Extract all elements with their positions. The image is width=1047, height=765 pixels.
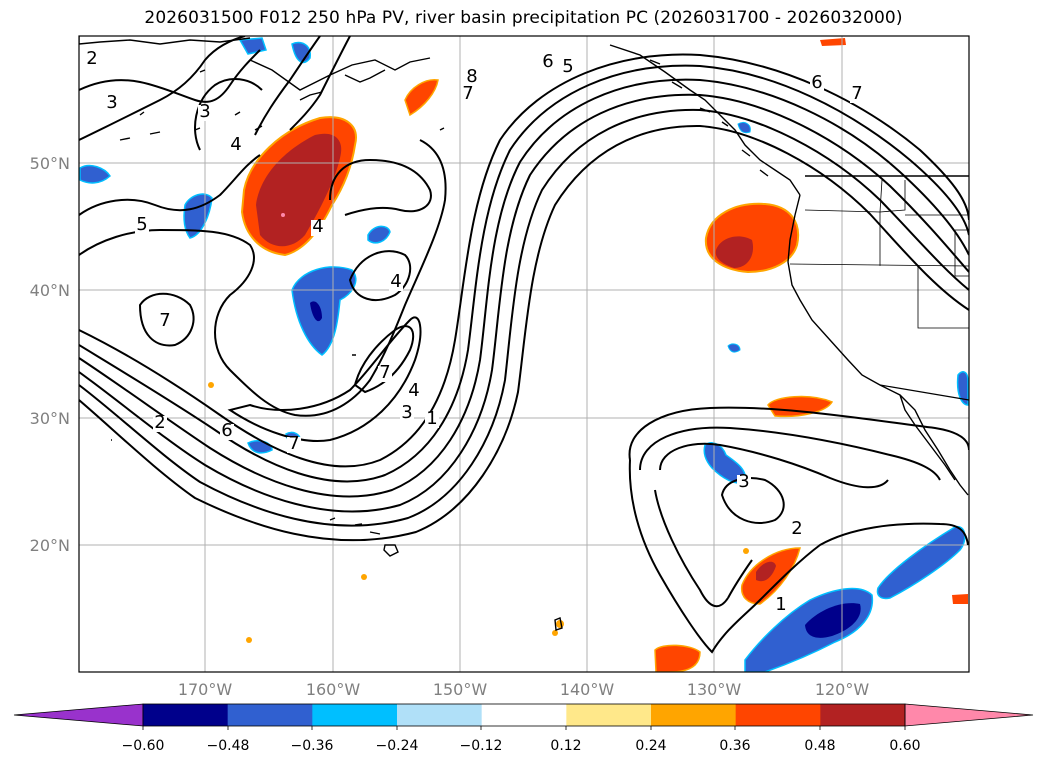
latitude-labels: 50°N 40°N 30°N 20°N xyxy=(30,154,70,555)
precip-strong-positive-patch xyxy=(715,236,754,268)
colorbar-tick-label: −0.24 xyxy=(376,738,419,754)
contour-label: 7 xyxy=(288,433,299,454)
colorbar-segment xyxy=(481,704,567,726)
contour-label: 2 xyxy=(791,518,802,539)
colorbar-segment xyxy=(312,704,398,726)
contour-label: 3 xyxy=(738,471,749,492)
contour-label: 7 xyxy=(851,83,862,104)
pv-contours xyxy=(79,36,969,654)
precip-negative-patch xyxy=(956,371,969,406)
colorbar-tick-label: −0.48 xyxy=(207,738,250,754)
colorbar-tick-label: 0.24 xyxy=(635,738,666,754)
colorbar-tick-label: −0.60 xyxy=(122,738,165,754)
contour-label: 3 xyxy=(199,101,210,122)
contour-label: 3 xyxy=(401,402,412,423)
precip-negative-patch xyxy=(367,225,391,244)
precip-negative-patch xyxy=(291,266,357,356)
colorbar-segment xyxy=(820,704,906,726)
lon-label: 150°W xyxy=(433,680,488,699)
plot-frame xyxy=(78,35,970,673)
lat-label: 30°N xyxy=(30,409,70,428)
contour-label: 7 xyxy=(462,83,473,104)
precip-positive-patch xyxy=(952,594,968,604)
contour-label: 2 xyxy=(154,412,165,433)
contour-label: 4 xyxy=(408,380,419,401)
precip-dot xyxy=(246,637,252,643)
precip-positive-patch xyxy=(740,547,801,605)
precip-strong-negative-patch xyxy=(805,603,861,638)
precip-positive-patch xyxy=(820,38,846,46)
contour-label: 4 xyxy=(230,134,241,155)
lat-label: 50°N xyxy=(30,154,70,173)
colorbar-frame xyxy=(142,703,906,727)
colorbar-tick-label: 0.12 xyxy=(550,738,581,754)
contour-label: 7 xyxy=(379,362,390,383)
colorbar-tick-label: 0.48 xyxy=(804,738,835,754)
precip-dot xyxy=(552,630,558,636)
precip-negative-patch xyxy=(727,343,741,353)
lat-label: 20°N xyxy=(30,536,70,555)
colorbar-tick-label: 0.36 xyxy=(719,738,750,754)
contour-label: 4 xyxy=(312,216,323,237)
lon-label: 170°W xyxy=(178,680,233,699)
contour-labels: 2 3 3 4 5 4 4 7 7 2 6 7 3 4 1 8 7 6 5 6 … xyxy=(85,48,864,615)
colorbar-segment xyxy=(143,704,229,726)
precip-dot xyxy=(361,574,367,580)
contour-label: 5 xyxy=(136,214,147,235)
colorbar-extend-left xyxy=(13,703,144,727)
precip-peak xyxy=(281,213,285,217)
precip-strong-positive-patch xyxy=(256,133,342,247)
lon-label: 130°W xyxy=(687,680,742,699)
colorbar-segment xyxy=(735,704,821,726)
lat-label: 40°N xyxy=(30,281,70,300)
colorbar: −0.60 −0.48 −0.36 −0.24 −0.12 0.12 0.24 0.36 0.4… xyxy=(13,703,1034,754)
colorbar-segment xyxy=(397,704,483,726)
lon-label: 120°W xyxy=(815,680,870,699)
precip-dot xyxy=(743,548,749,554)
contour-label: 5 xyxy=(562,56,573,77)
colorbar-extend-right xyxy=(904,703,1034,727)
precip-positive-patch xyxy=(404,79,439,117)
precip-dot xyxy=(208,382,214,388)
longitude-labels: 170°W 160°W 150°W 140°W 130°W 120°W xyxy=(178,680,870,699)
precip-negative-patch xyxy=(737,121,751,134)
contour-label: 6 xyxy=(811,72,822,93)
precip-positive-patch xyxy=(767,395,834,418)
precip-strong-positive-patch xyxy=(756,561,776,582)
colorbar-tick-label: 0.60 xyxy=(889,738,920,754)
plot-background xyxy=(79,36,969,672)
contour-label: 8 xyxy=(466,66,477,87)
colorbar-segment xyxy=(651,704,737,726)
lon-label: 160°W xyxy=(306,680,361,699)
lon-label: 140°W xyxy=(560,680,615,699)
colorbar-segment xyxy=(566,704,652,726)
coastlines xyxy=(79,36,969,631)
precipitation-shading xyxy=(79,37,969,672)
contour-label: 7 xyxy=(159,310,170,331)
contour-label: 3 xyxy=(106,92,117,113)
contour-label: 6 xyxy=(542,51,553,72)
contour-label: 4 xyxy=(390,271,401,292)
precip-strong-negative-patch xyxy=(310,301,322,322)
colorbar-tick-label: −0.12 xyxy=(460,738,503,754)
contour-label: 1 xyxy=(426,408,437,429)
colorbar-tick-label: −0.36 xyxy=(291,738,334,754)
contour-label: 2 xyxy=(86,48,97,69)
contour-label: 6 xyxy=(221,420,232,441)
map-title: 2026031500 F012 250 hPa PV, river basin … xyxy=(144,8,903,28)
colorbar-segment xyxy=(227,704,313,726)
contour-label: 1 xyxy=(775,594,786,615)
precip-negative-patch xyxy=(79,164,111,184)
